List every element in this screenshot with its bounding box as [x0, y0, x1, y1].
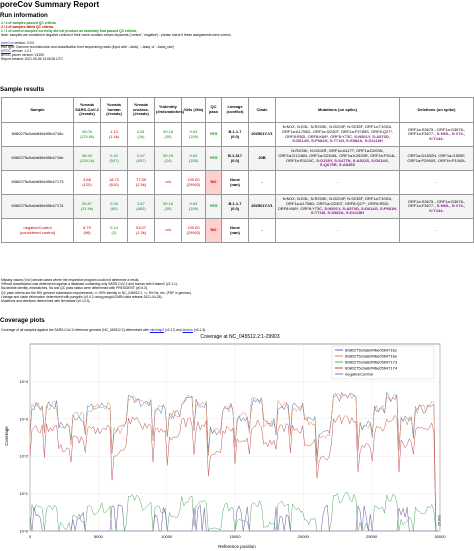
porecov-version: poreCov version: 0.9.0: [1, 41, 35, 45]
column-header: Lineage (conflict): [221, 97, 249, 123]
coverage-chart: Coverage at NC_045512.2:1-29903 Referenc…: [4, 334, 446, 549]
qc-summary-1: 4 / 4 of samples passed QC criteria.: [1, 21, 57, 25]
qc-summary-2: 3 / 4 of samples failed QC criteria.: [1, 25, 54, 29]
end-annotation: 29,903: [438, 515, 442, 526]
note-line: Mutations and deletions determined with …: [1, 299, 91, 303]
column-header: Sample: [1, 97, 74, 123]
minimap2-link[interactable]: minimap2: [149, 328, 165, 332]
x-axis-label: Reference position: [218, 544, 256, 549]
y-tick-label: 10^0: [19, 529, 28, 534]
column-header: %identity (#mismatches): [154, 97, 184, 123]
column-header: %reads SARS-CoV-2 (#reads): [73, 97, 101, 123]
x-tick-label: 0: [29, 534, 32, 539]
legend-label: 6080275c0a6df46e05b4716c: [345, 348, 397, 353]
sample-name: negativeControl (considered control): [1, 218, 74, 243]
run-info-heading: Run information: [0, 12, 48, 19]
column-header: %Ns (#Ns): [181, 97, 206, 123]
x-tick-label: 15000: [229, 534, 241, 539]
series-line-3: [29, 414, 438, 532]
results-table: Sample %reads SARS-CoV-2 (#reads) %reads h…: [1, 97, 474, 243]
column-header: %reads unclass. (#reads): [127, 97, 155, 123]
note-line: Lineage and clade information determined…: [1, 294, 163, 299]
artic-primer: ARTIC primer version: V1200: [1, 53, 44, 57]
run-type: Run type: Genome reconstruction and clas…: [1, 45, 175, 49]
y-tick-label: 10^2: [19, 454, 28, 459]
table-row: 6080275c0a6df46e05b4716e 98.93 (126.1k) 0.4…: [1, 146, 474, 171]
series-line-4: [29, 504, 438, 532]
control-note: Note: samples are considered negative co…: [1, 33, 232, 37]
table-row: 6080275c0a6df46e05b4716c 98.05 (125.6k) 1.1…: [1, 122, 474, 147]
qc-status: YES: [205, 122, 222, 147]
legend-label: 6080275c0a6df46e05b4716e: [345, 354, 398, 359]
note-line: QC pass criteria are the RKI genome subm…: [1, 290, 192, 295]
note-line: %Read classification was determined agai…: [1, 282, 178, 287]
report-title: poreCov Summary Report: [0, 0, 100, 9]
sample-name: 6080275c0a6df46e05b47173: [1, 170, 74, 195]
column-header: Deletions (on spike): [399, 97, 474, 123]
x-tick-label: 5000: [94, 534, 104, 539]
series-line-1: [29, 392, 438, 532]
coverage-caption: Coverage of all samples against the SARS…: [1, 328, 207, 332]
column-header: Clade: [248, 97, 276, 123]
table-row: 6080275c0a6df46e05b47174 95.87 (21.9k) 0.26…: [1, 194, 474, 219]
coverage-plot: Coverage at NC_045512.2:1-29903 Referenc…: [0, 326, 474, 551]
y-tick-label: 10^4: [19, 379, 28, 384]
qc-summary-3: 1 / 1 of control samples correctly did n…: [1, 29, 137, 33]
fastcov-link[interactable]: fastcov: [182, 328, 194, 332]
x-tick-label: 10000: [161, 534, 173, 539]
sample-name: 6080275c0a6df46e05b47174: [1, 194, 74, 219]
sample-name: 6080275c0a6df46e05b4716e: [1, 146, 74, 171]
y-tick-label: 10^3: [19, 416, 28, 421]
column-header: QC pass: [205, 97, 222, 123]
legend-label: 6080275c0a6df46e05b47174: [345, 366, 398, 371]
qc-status: NO: [205, 170, 222, 195]
artic-link[interactable]: ARTIC: [1, 49, 11, 53]
qc-status: YES: [205, 194, 222, 219]
qc-status: NO: [205, 218, 222, 243]
table-row: 6080275c0a6df46e05b47173 3.68 (120) 18.72 (6…: [1, 170, 474, 195]
chart-title: Coverage at NC_045512.2:1-29903: [200, 334, 279, 340]
x-tick-label: 20000: [298, 534, 310, 539]
legend-box: [331, 345, 435, 380]
porecov-link[interactable]: poreCov: [1, 41, 14, 45]
y-tick-label: 10^1: [19, 491, 28, 496]
legend-label: 6080275c0a6df46e05b47173: [345, 360, 398, 365]
x-tick-label: 25000: [366, 534, 378, 539]
y-axis-label: Coverage: [4, 426, 9, 446]
sample-name: 6080275c0a6df46e05b4716c: [1, 122, 74, 147]
artic-version: ARTIC version: 1.2.1: [1, 49, 32, 53]
column-header: %reads human (#reads): [100, 97, 128, 123]
table-row: negativeControl (considered control) 6.79(…: [1, 218, 474, 243]
note-line: Nucleotide identity, mismatches, Ns and …: [1, 286, 148, 291]
qc-status: YES: [205, 146, 222, 171]
series-line-2: [29, 492, 438, 532]
table-header-row: Sample %reads SARS-CoV-2 (#reads) %reads h…: [1, 97, 474, 123]
report-created: Report created: 2021-05-06 13:06:26 UTC: [1, 57, 63, 61]
legend-label: negativeControl: [345, 372, 373, 377]
coverage-heading: Coverage plots: [0, 317, 45, 324]
x-tick-label: 30000: [434, 534, 446, 539]
column-header: Mutations (on spike): [275, 97, 400, 123]
note-line: Missing values ('n/a') denote cases wher…: [1, 278, 140, 282]
sample-results-heading: Sample results: [0, 86, 45, 93]
